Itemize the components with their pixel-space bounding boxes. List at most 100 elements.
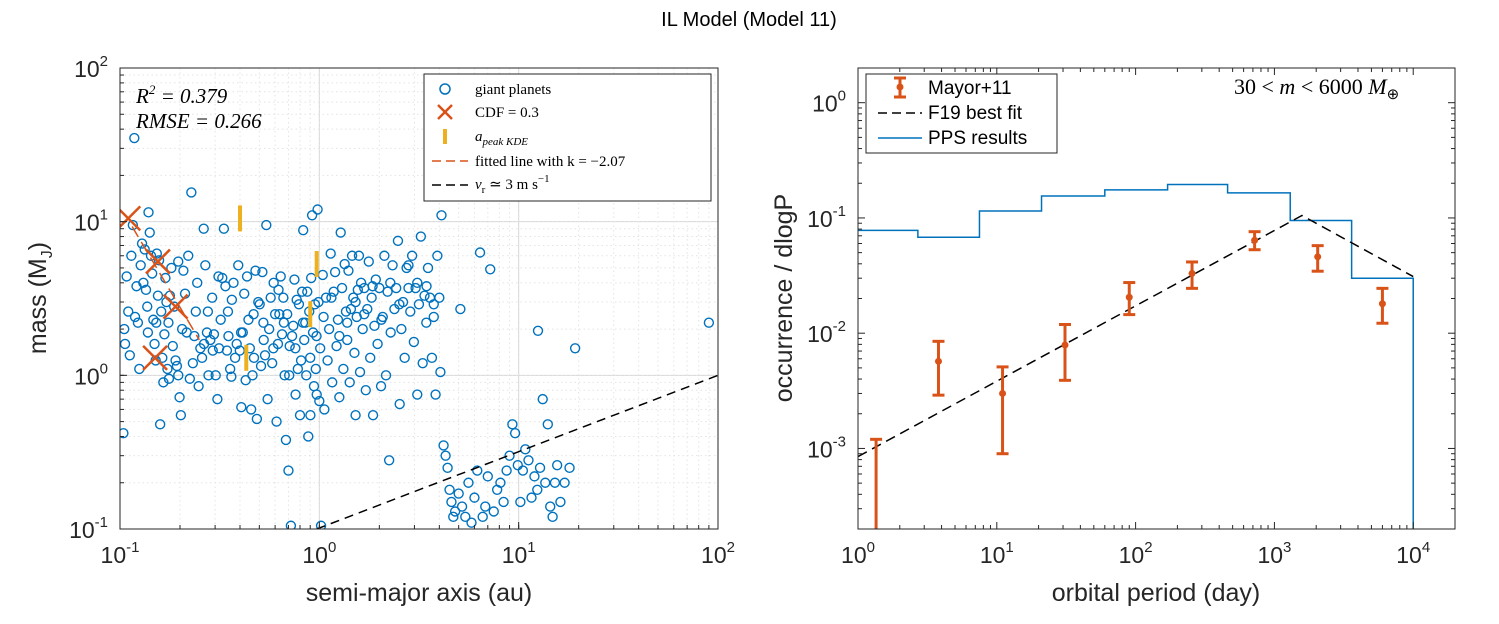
- giant-planet-point: [442, 462, 453, 474]
- giant-planet-point: [323, 323, 335, 335]
- giant-planet-point: [328, 286, 339, 297]
- giant-planet-point: [362, 303, 373, 315]
- giant-planet-point: [258, 317, 269, 328]
- legend-label-pps: PPS results: [928, 128, 1027, 149]
- apeak-marker: [308, 301, 313, 328]
- mayor-point: [1125, 293, 1133, 301]
- giant-planet-point: [436, 210, 447, 221]
- mayor-point: [1188, 269, 1196, 277]
- giant-planet-point: [174, 392, 185, 403]
- giant-planet-point: [314, 343, 326, 354]
- rmse-annotation: RMSE = 0.266: [135, 109, 262, 133]
- right-y-tick-label: 100: [812, 88, 846, 117]
- giant-planet-point: [344, 377, 355, 388]
- mayor-point: [1314, 253, 1322, 261]
- giant-planet-point: [275, 271, 286, 282]
- giant-planet-point: [251, 413, 263, 425]
- giant-planet-point: [340, 306, 352, 317]
- giant-planet-point: [343, 265, 354, 276]
- giant-planet-point: [334, 392, 345, 403]
- giant-planet-point: [421, 281, 432, 292]
- giant-planet-point: [157, 352, 168, 364]
- giant-planet-point: [210, 370, 221, 381]
- giant-planet-point: [319, 404, 330, 415]
- giant-planet-point: [448, 511, 459, 523]
- giant-planet-point: [318, 311, 329, 323]
- giant-planet-point: [385, 327, 396, 338]
- giant-planet-point: [569, 343, 581, 354]
- giant-planet-point: [332, 314, 344, 325]
- giant-planet-point: [163, 317, 174, 328]
- giant-planet-point: [149, 338, 160, 350]
- giant-planet-point: [284, 340, 295, 352]
- giant-planet-point: [365, 352, 376, 364]
- giant-planet-point: [311, 330, 322, 342]
- giant-planet-point: [367, 410, 379, 421]
- giant-planet-point: [417, 357, 428, 369]
- right-y-axis-label: occurrence / dlogP: [770, 194, 798, 402]
- giant-planet-point: [305, 410, 316, 421]
- giant-planet-point: [190, 306, 201, 317]
- giant-planet-point: [168, 301, 180, 312]
- giant-planet-point: [178, 265, 189, 276]
- giant-planet-point: [186, 187, 197, 198]
- giant-planet-point: [198, 223, 209, 234]
- giant-planet-point: [428, 299, 439, 310]
- legend-label-apeak: apeak KDE: [475, 129, 528, 148]
- giant-planet-point: [504, 450, 515, 461]
- giant-planet-point: [274, 308, 285, 320]
- giant-planet-point: [285, 520, 297, 529]
- giant-planet-point: [240, 374, 251, 386]
- mayor-point: [1378, 300, 1386, 308]
- giant-planet-point: [313, 296, 324, 308]
- giant-planet-point: [142, 327, 154, 338]
- giant-planet-point: [207, 345, 218, 356]
- right-data: [858, 183, 1414, 529]
- giant-planet-point: [311, 389, 322, 400]
- giant-planet-point: [367, 281, 378, 292]
- giant-planet-point: [218, 223, 230, 234]
- giant-planet-point: [520, 444, 531, 455]
- giant-planet-point: [198, 338, 210, 350]
- giant-planet-point: [268, 343, 279, 354]
- cdf-marker: [142, 344, 168, 371]
- left-axes-frame: [119, 67, 719, 530]
- giant-planet-point: [290, 343, 301, 354]
- giant-planet-point: [435, 366, 446, 378]
- giant-planet-point: [196, 352, 208, 364]
- giant-planet-point: [278, 317, 290, 328]
- giant-planet-point: [257, 266, 268, 278]
- giant-planet-point: [245, 404, 257, 415]
- giant-planet-point: [380, 370, 392, 381]
- giant-planet-point: [346, 250, 358, 261]
- giant-planet-point: [302, 286, 313, 297]
- left-lines: [120, 205, 718, 529]
- giant-planet-point: [412, 389, 423, 400]
- giant-planet-point: [466, 517, 477, 528]
- giant-planet-point: [163, 373, 175, 384]
- giant-planet-point: [129, 132, 140, 144]
- giant-planet-point: [331, 340, 342, 352]
- giant-planet-point: [379, 250, 390, 261]
- giant-planet-point: [434, 292, 445, 303]
- giant-planet-point: [120, 338, 131, 350]
- giant-planet-point: [183, 250, 194, 261]
- giant-planet-point: [419, 290, 430, 301]
- mayor-errorbar: [932, 339, 945, 397]
- giant-planet-point: [353, 250, 365, 261]
- giant-planet-point: [154, 419, 166, 430]
- giant-planet-point: [159, 329, 170, 340]
- r-squared-annotation: R2 = 0.379: [135, 82, 228, 108]
- giant-planet-point: [222, 306, 234, 317]
- giant-planet-point: [248, 308, 259, 320]
- giant-planet-point: [184, 373, 196, 384]
- fitted-line: [131, 226, 200, 341]
- giant-planet-point: [413, 299, 425, 310]
- giant-planet-point: [406, 250, 418, 261]
- giant-planet-point: [139, 244, 150, 255]
- giant-planet-point: [403, 260, 414, 271]
- giant-planet-point: [258, 334, 269, 346]
- giant-planet-point: [559, 477, 570, 488]
- giant-planet-point: [263, 323, 275, 335]
- giant-planet-point: [124, 350, 136, 361]
